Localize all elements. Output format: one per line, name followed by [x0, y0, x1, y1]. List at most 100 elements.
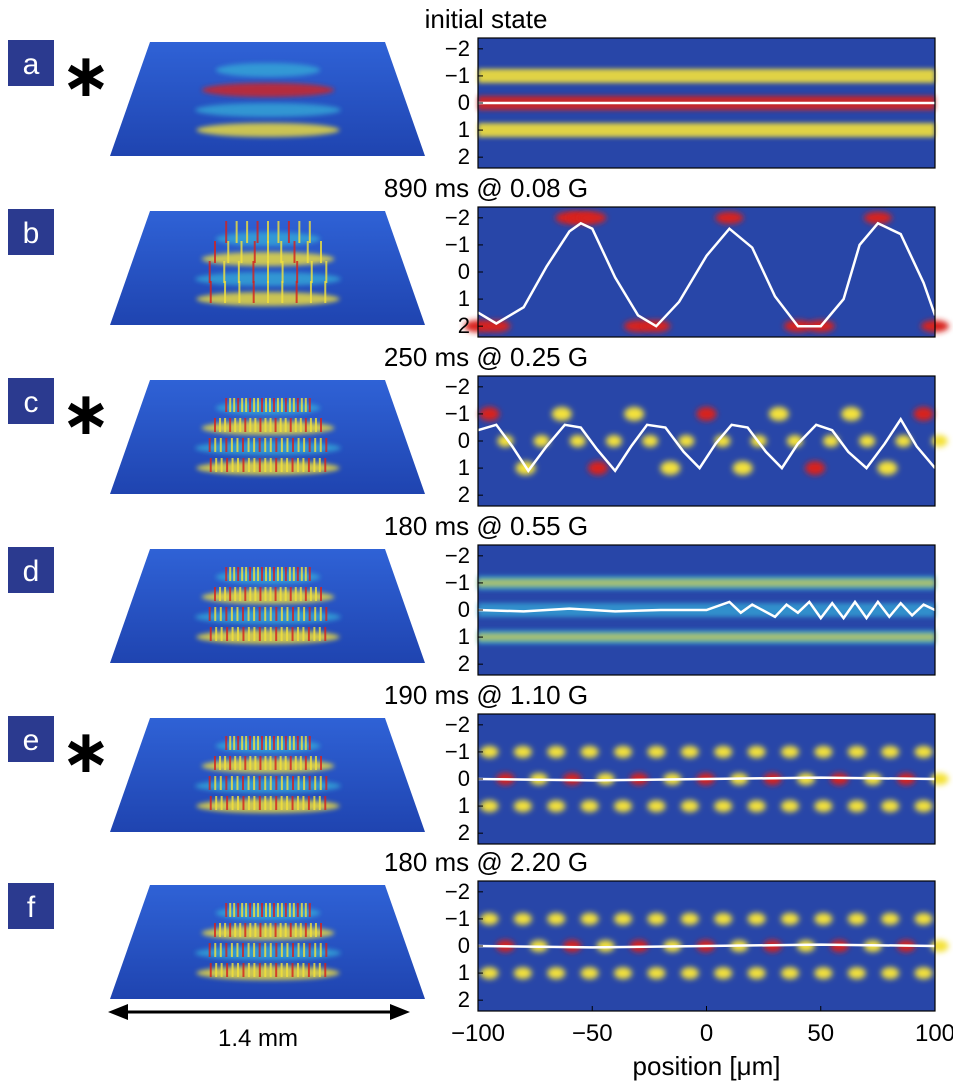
- surface-plot: [110, 549, 425, 663]
- panel-title: 890 ms @ 0.08 G: [384, 173, 588, 203]
- heatmap-spot: [547, 912, 566, 925]
- panel-letter-box: [8, 209, 54, 255]
- y-tick-label: 2: [458, 482, 470, 507]
- panel-letter: c: [24, 386, 39, 419]
- trace-line: [477, 776, 936, 782]
- heatmap-spot: [881, 967, 900, 980]
- panel-letter-box: [8, 547, 54, 593]
- y-tick-label: −2: [445, 374, 470, 399]
- heatmap-spot: [647, 800, 666, 813]
- heatmap-stripe: [478, 123, 935, 138]
- surface-band: [215, 401, 321, 415]
- heatmap-spot: [747, 912, 766, 925]
- y-tick-label: −1: [445, 570, 470, 595]
- heatmap-spot: [580, 745, 599, 758]
- y-tick-label: −1: [445, 63, 470, 88]
- heatmap-spot: [747, 745, 766, 758]
- surface-band: [196, 799, 340, 813]
- heatmap-spot: [859, 435, 876, 447]
- heatmap-spot: [805, 461, 826, 476]
- panel-title: 190 ms @ 1.10 G: [384, 680, 588, 710]
- panel-letter-box: [8, 378, 54, 424]
- y-tick-label: −1: [445, 401, 470, 426]
- surface-band: [196, 630, 340, 644]
- heatmap-spot: [714, 800, 733, 813]
- heatmap-spot: [513, 745, 532, 758]
- heatmap-spot: [877, 461, 898, 476]
- y-tick-label: −2: [445, 712, 470, 737]
- heatmap-spot: [780, 967, 799, 980]
- heatmap-spot: [513, 967, 532, 980]
- heatmap-spot: [814, 967, 833, 980]
- heatmap-blob: [578, 211, 607, 224]
- heatmap-spot: [614, 967, 633, 980]
- panel-letter: d: [23, 555, 40, 588]
- heatmap-spot: [580, 912, 599, 925]
- panel-letter-box: [8, 40, 54, 86]
- surface-plot: [110, 885, 425, 999]
- y-tick-label: 0: [458, 766, 470, 791]
- heatmap-blob: [482, 320, 511, 333]
- heatmap-spot: [747, 800, 766, 813]
- heatmap-spot: [480, 745, 499, 758]
- y-tick-label: 1: [458, 793, 470, 818]
- surface-band: [196, 461, 340, 475]
- trace-line: [477, 416, 936, 473]
- heatmap-spot: [914, 912, 933, 925]
- scale-bar-arrow-right: [390, 1004, 410, 1020]
- heatmap-spot: [569, 435, 586, 447]
- panel-letter: f: [27, 891, 36, 924]
- heatmap-spot: [642, 435, 659, 447]
- y-tick-label: 1: [458, 117, 470, 142]
- heatmap-spot: [714, 912, 733, 925]
- y-tick-label: −2: [445, 543, 470, 568]
- panel-title: initial state: [425, 4, 548, 34]
- heatmap-spot: [587, 461, 608, 476]
- heatmap-spot: [714, 745, 733, 758]
- surface-plot: [110, 380, 425, 494]
- heatmap-spot: [660, 461, 681, 476]
- surface-band: [195, 610, 341, 624]
- heatmap-spot: [780, 745, 799, 758]
- heatmap-spot: [547, 745, 566, 758]
- heatmap-spot: [847, 967, 866, 980]
- heatmap-spot: [551, 406, 572, 421]
- heatmap-spot: [714, 967, 733, 980]
- surface-band: [215, 739, 321, 753]
- heatmap-spot: [480, 800, 499, 813]
- surface-band: [201, 83, 335, 97]
- y-tick-label: −2: [445, 879, 470, 904]
- heatmap-spot: [624, 406, 645, 421]
- heatmap-spot: [680, 967, 699, 980]
- scale-bar-arrow-left: [108, 1004, 128, 1020]
- y-tick-label: 2: [458, 820, 470, 845]
- surface-band: [215, 63, 321, 77]
- heatmap-spot: [680, 912, 699, 925]
- heatmap-spot: [580, 800, 599, 813]
- y-tick-label: 0: [458, 597, 470, 622]
- heatmap-spot: [747, 967, 766, 980]
- trace-line: [477, 943, 936, 949]
- heatmap-spot: [479, 406, 500, 421]
- x-tick-label: 100: [915, 1020, 953, 1047]
- x-axis-label: position [μm]: [633, 1051, 781, 1081]
- panel-title: 250 ms @ 0.25 G: [384, 342, 588, 372]
- y-tick-label: 1: [458, 455, 470, 480]
- y-tick-label: 1: [458, 286, 470, 311]
- heatmap-spot: [696, 406, 717, 421]
- heatmap-spot: [547, 967, 566, 980]
- surface-band: [201, 759, 335, 773]
- heatmap-spot: [814, 745, 833, 758]
- heatmap-spot: [480, 967, 499, 980]
- x-tick-label: 0: [700, 1020, 713, 1047]
- panel-title: 180 ms @ 0.55 G: [384, 511, 588, 541]
- trace-line: [477, 221, 937, 328]
- heatmap-stripe: [478, 578, 935, 587]
- heatmap-spot: [847, 912, 866, 925]
- heatmap-blob: [863, 211, 892, 224]
- heatmap-spot: [732, 461, 753, 476]
- x-tick-label: 50: [807, 1020, 834, 1047]
